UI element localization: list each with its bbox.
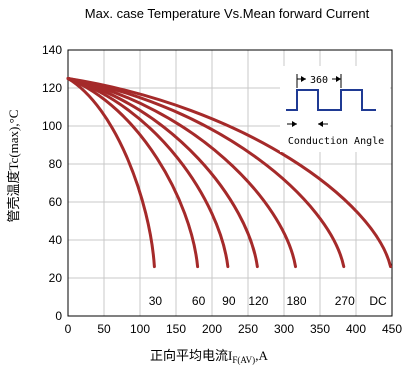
curve-30 [66,77,156,269]
plot-frame [67,49,393,317]
x-axis-label: 正向平均电流IF(AV),A [150,348,268,365]
x-tick-label: 400 [346,322,366,336]
curve-labels: 30 60 90 120 180 270 DC [149,294,387,308]
curve-270 [66,77,346,269]
inset-arrowhead-left [301,76,306,82]
x-tick-label: 300 [274,322,294,336]
x-tick-label: 100 [130,322,150,336]
curve-120 [66,77,259,269]
curve-label-120: 120 [248,294,268,308]
curve-label-270: 270 [335,294,355,308]
inset-period-label: 360 [310,75,328,86]
x-tick-label: 200 [202,322,222,336]
curve-60 [66,77,200,269]
y-tick-label: 0 [55,309,62,323]
x-tick-label: 50 [97,322,111,336]
inset-angle-arrowhead-left [292,121,297,127]
inset-angle-label: Conduction Angle [288,136,384,147]
y-tick-label: 120 [42,81,62,95]
x-axis-label-main: 正向平均电流I [150,348,232,363]
x-tick-label: 350 [310,322,330,336]
curve-90 [66,77,230,269]
y-tick-label: 20 [49,271,63,285]
svg-text:正向平均电流IF(AV),A: 正向平均电流IF(AV),A [150,348,268,365]
axes [67,49,393,317]
x-tick-label: 250 [238,322,258,336]
curve-dc [66,77,393,269]
conduction-angle-inset: 360 Conduction Angle [280,66,390,152]
y-tick-labels: 0 20 40 60 80 100 120 140 [42,43,62,323]
curves [66,77,393,269]
y-tick-label: 80 [49,157,63,171]
x-tick-label: 450 [382,322,402,336]
x-tick-labels: 0 50 100 150 200 250 300 350 400 450 [65,322,403,336]
chart-title: Max. case Temperature Vs.Mean forward Cu… [85,6,370,21]
curve-180 [66,77,298,269]
y-tick-label: 140 [42,43,62,57]
y-tick-label: 40 [49,233,63,247]
curve-label-180: 180 [287,294,307,308]
y-axis-label: 管壳温度Tc(max),°C [6,110,21,223]
inset-arrowhead-right [336,76,341,82]
y-tick-label: 100 [42,119,62,133]
inset-waveform [286,89,376,111]
x-axis-label-sub: F(AV) [232,355,255,365]
inset-angle-arrowhead-right [318,121,323,127]
curve-label-90: 90 [222,294,236,308]
x-tick-label: 150 [166,322,186,336]
curve-label-60: 60 [192,294,206,308]
x-tick-label: 0 [65,322,72,336]
curve-label-dc: DC [369,294,387,308]
curve-label-30: 30 [149,294,163,308]
x-axis-label-unit: ,A [255,348,268,363]
y-tick-label: 60 [49,195,63,209]
